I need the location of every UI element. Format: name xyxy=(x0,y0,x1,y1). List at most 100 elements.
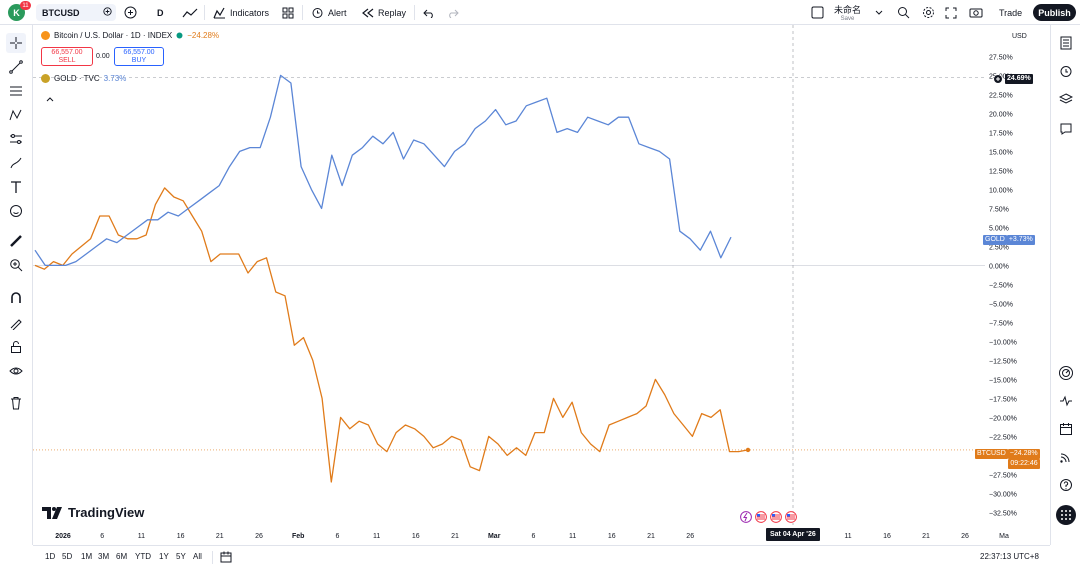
magnet-tool[interactable] xyxy=(6,288,26,308)
select-layout-checkbox[interactable] xyxy=(811,0,824,25)
collapse-legend-button[interactable] xyxy=(46,89,54,107)
replay-label: Replay xyxy=(378,7,407,18)
y-tick-label: −32.50% xyxy=(989,510,1017,517)
layout-name-button[interactable]: 未命名 Save xyxy=(834,2,861,23)
main-series-legend[interactable]: Bitcoin / U.S. Dollar · 1D · INDEX −24.2… xyxy=(41,31,219,40)
sell-price: 66,557.00 xyxy=(51,48,83,56)
quick-search-button[interactable] xyxy=(897,0,910,25)
x-tick-label: Ma xyxy=(999,533,1009,540)
calendar-button[interactable] xyxy=(1056,419,1076,439)
brush-icon xyxy=(10,157,22,169)
brush-tool[interactable] xyxy=(6,153,26,173)
text-tool[interactable] xyxy=(6,177,26,197)
range-ytd[interactable]: YTD xyxy=(135,552,151,561)
indicators-button[interactable]: Indicators xyxy=(213,0,269,25)
unlock-icon xyxy=(11,341,21,353)
x-tick-label: 11 xyxy=(569,533,576,540)
alarm-clock-icon xyxy=(312,8,323,18)
gold-price-tag: GOLD +3.73% xyxy=(983,235,1035,245)
search-icon xyxy=(898,7,910,19)
undo-button[interactable] xyxy=(423,0,435,25)
hide-drawings-tool[interactable] xyxy=(6,361,26,381)
range-5d[interactable]: 5D xyxy=(62,552,73,561)
smiley-icon xyxy=(10,205,22,217)
snapshot-button[interactable] xyxy=(969,0,983,25)
alerts-panel-button[interactable] xyxy=(1056,61,1076,81)
ideas-button[interactable] xyxy=(1056,391,1076,411)
layers-icon xyxy=(1059,93,1073,104)
replay-button[interactable]: Replay xyxy=(362,0,406,25)
y-tick-label: 20.00% xyxy=(989,111,1013,118)
pattern-tool[interactable] xyxy=(6,105,26,125)
range-1y[interactable]: 1Y xyxy=(159,552,169,561)
go-to-date-icon[interactable] xyxy=(220,551,232,563)
compare-series-legend[interactable]: GOLD · TVC 3.73% xyxy=(41,74,126,83)
chart-style-button[interactable] xyxy=(182,0,198,25)
layouts-button[interactable] xyxy=(282,0,294,25)
trade-button[interactable]: Trade xyxy=(999,7,1023,18)
range-3m[interactable]: 3M xyxy=(98,552,110,561)
range-1d[interactable]: 1D xyxy=(45,552,56,561)
tradingview-watermark[interactable]: TradingView xyxy=(42,505,144,520)
sell-button[interactable]: 66,557.00 SELL xyxy=(41,47,93,66)
buy-price: 66,557.00 xyxy=(123,48,155,56)
chats-button[interactable] xyxy=(1056,119,1076,139)
crosshair-price-tag[interactable]: 24.69% xyxy=(993,74,1033,84)
btc-tag-name: BTCUSD xyxy=(975,449,1008,459)
products-button[interactable] xyxy=(1056,505,1076,525)
compare-series-change: 3.73% xyxy=(103,74,127,83)
range-6m[interactable]: 6M xyxy=(116,552,128,561)
redo-button[interactable] xyxy=(447,0,459,25)
x-tick-label: 11 xyxy=(138,533,145,540)
crosshair-tool[interactable] xyxy=(6,33,26,53)
fib-tool[interactable] xyxy=(6,81,26,101)
range-1m[interactable]: 1M xyxy=(81,552,93,561)
zoom-tool[interactable] xyxy=(6,255,26,275)
help-button[interactable] xyxy=(1056,475,1076,495)
compare-button[interactable] xyxy=(124,0,137,25)
drawing-toolbar xyxy=(0,25,33,545)
event-markers[interactable] xyxy=(740,511,797,523)
settings-button[interactable] xyxy=(922,0,935,25)
rewind-icon xyxy=(362,8,374,17)
x-tick-label: 6 xyxy=(100,533,104,540)
layout-name-label: 未命名 xyxy=(834,5,862,15)
stay-drawing-tool[interactable] xyxy=(6,313,26,333)
range-all[interactable]: All xyxy=(193,552,202,561)
layout-save-label: Save xyxy=(840,16,855,22)
y-tick-label: −5.00% xyxy=(989,301,1013,308)
layout-menu-button[interactable] xyxy=(875,0,883,25)
publish-button[interactable]: Publish xyxy=(1033,4,1076,21)
trend-line-tool[interactable] xyxy=(6,57,26,77)
watermark-text: TradingView xyxy=(68,505,145,520)
range-5y[interactable]: 5Y xyxy=(176,552,186,561)
emoji-tool[interactable] xyxy=(6,201,26,221)
object-tree-button[interactable] xyxy=(1056,89,1076,109)
remove-drawings-tool[interactable] xyxy=(6,393,26,413)
clock-timezone[interactable]: 22:37:13 UTC+8 xyxy=(980,552,1039,561)
sell-label: SELL xyxy=(58,56,76,64)
measure-tool[interactable] xyxy=(6,231,26,251)
watchlist-button[interactable] xyxy=(1056,33,1076,53)
currency-label[interactable]: USD xyxy=(1012,33,1027,40)
forecast-tool[interactable] xyxy=(6,129,26,149)
lightning-event-icon[interactable] xyxy=(740,511,752,523)
chart-canvas[interactable]: 27.50%25.00%22.50%20.00%17.50%15.00%12.5… xyxy=(33,25,1050,545)
symbol-menu-icon[interactable] xyxy=(102,6,113,17)
lock-drawings-tool[interactable] xyxy=(6,337,26,357)
streams-button[interactable] xyxy=(1056,447,1076,467)
fullscreen-button[interactable] xyxy=(945,0,957,25)
redo-icon xyxy=(449,9,459,18)
y-tick-label: −27.50% xyxy=(989,472,1017,479)
us-flag-event-icon[interactable] xyxy=(755,511,767,523)
plus-circle-icon xyxy=(993,74,1003,84)
x-tick-label: 26 xyxy=(961,533,969,540)
buy-button[interactable]: 66,557.00 BUY xyxy=(114,47,164,66)
interval-button[interactable]: D xyxy=(157,7,164,18)
us-flag-event-icon[interactable] xyxy=(785,511,797,523)
alert-button[interactable]: Alert xyxy=(311,0,347,25)
y-tick-label: 27.50% xyxy=(989,54,1013,61)
symbol-search[interactable]: BTCUSD xyxy=(36,4,116,21)
us-flag-event-icon[interactable] xyxy=(770,511,782,523)
technicals-button[interactable] xyxy=(1056,363,1076,383)
